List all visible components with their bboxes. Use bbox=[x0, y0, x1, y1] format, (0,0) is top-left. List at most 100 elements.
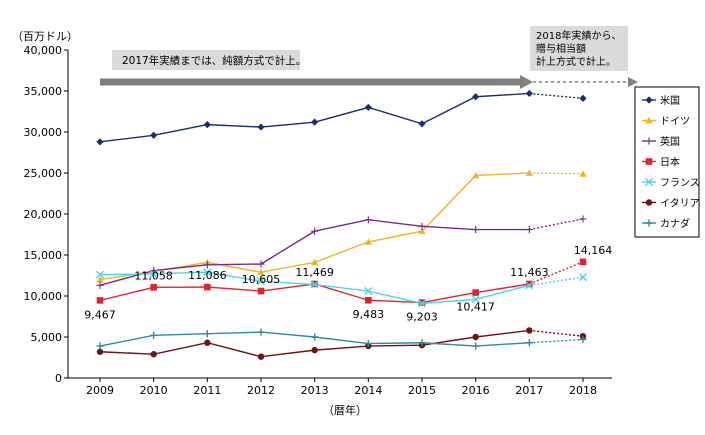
annotation-text-after: 計上方式で計上。 bbox=[536, 55, 616, 68]
y-tick-label: 10,000 bbox=[24, 290, 63, 303]
annotation-text-after: 2018年実績から、 bbox=[536, 29, 621, 42]
data-point bbox=[364, 238, 372, 245]
legend-swatch-marker bbox=[645, 158, 653, 165]
data-point bbox=[417, 299, 427, 308]
legend-item: ドイツ bbox=[642, 117, 690, 128]
data-point bbox=[472, 93, 480, 101]
legend-item: 日本 bbox=[642, 156, 680, 169]
data-point bbox=[203, 268, 212, 277]
data-point bbox=[579, 215, 587, 223]
data-point bbox=[365, 296, 372, 304]
legend-label: 英国 bbox=[660, 135, 680, 148]
data-point bbox=[96, 281, 104, 289]
x-tick-label: 2012 bbox=[247, 384, 275, 397]
data-point bbox=[96, 138, 104, 146]
y-unit-label: （百万ドル） bbox=[12, 30, 78, 43]
data-label-japan: 9,483 bbox=[353, 308, 385, 321]
legend-swatch-marker bbox=[645, 116, 653, 124]
data-point bbox=[150, 284, 157, 291]
data-point bbox=[364, 339, 372, 348]
data-point bbox=[203, 261, 211, 269]
data-point bbox=[526, 327, 533, 334]
data-point bbox=[579, 94, 587, 102]
x-tick-label: 2009 bbox=[86, 384, 114, 397]
data-point bbox=[95, 270, 105, 279]
y-tick-label: 5,000 bbox=[31, 331, 63, 344]
text-layer: 0 5,000 10,000 15,000 20,000 25,000 30,000 35,0… bbox=[12, 30, 612, 417]
data-point bbox=[204, 283, 211, 291]
y-tick-label: 20,000 bbox=[24, 208, 63, 221]
period-arrow-head bbox=[520, 75, 533, 89]
data-point bbox=[96, 342, 104, 350]
series-line bbox=[99, 92, 530, 143]
legend-label: フランス bbox=[660, 177, 700, 189]
series-line-dotted bbox=[529, 338, 584, 344]
legend-label: カナダ bbox=[660, 217, 690, 230]
x-tick-label: 2015 bbox=[408, 384, 436, 397]
series-米国 bbox=[96, 89, 587, 146]
series-line-dotted bbox=[529, 261, 584, 285]
data-point bbox=[418, 222, 426, 230]
data-label-japan: 9,467 bbox=[84, 308, 116, 321]
annotation-box-before bbox=[112, 50, 300, 70]
legend-item: 英国 bbox=[642, 135, 680, 148]
annotation-box-after bbox=[530, 26, 628, 71]
legend-label: 日本 bbox=[660, 156, 680, 169]
y-tick-label: 30,000 bbox=[24, 126, 63, 139]
legend-item: カナダ bbox=[642, 217, 690, 230]
data-point bbox=[203, 330, 211, 338]
data-point bbox=[257, 260, 265, 268]
data-point bbox=[526, 280, 533, 288]
data-point bbox=[578, 273, 588, 282]
x-tick-label: 2010 bbox=[140, 384, 168, 397]
data-point bbox=[418, 227, 426, 235]
data-point bbox=[472, 225, 480, 234]
data-point bbox=[472, 333, 479, 341]
plot-area bbox=[64, 49, 612, 382]
data-point bbox=[418, 339, 426, 347]
data-point bbox=[472, 342, 480, 350]
data-point bbox=[257, 268, 265, 276]
data-point bbox=[364, 103, 372, 111]
data-point bbox=[311, 333, 319, 341]
legend-label: イタリア bbox=[660, 198, 700, 210]
data-point bbox=[96, 348, 104, 355]
series-line-dotted bbox=[529, 218, 584, 231]
data-point bbox=[150, 331, 158, 339]
data-point bbox=[203, 121, 211, 129]
annotation-text-before: 2017年実績までは、純額方式で計上。 bbox=[122, 54, 306, 67]
data-point bbox=[418, 120, 426, 128]
x-tick-label: 2014 bbox=[354, 384, 382, 397]
data-point bbox=[257, 353, 265, 360]
data-label-japan: 11,463 bbox=[510, 266, 549, 279]
data-point bbox=[256, 277, 266, 286]
data-label-japan: 9,203 bbox=[406, 311, 438, 324]
data-point bbox=[311, 227, 319, 235]
series-line-dotted bbox=[529, 172, 584, 175]
data-point bbox=[364, 216, 372, 224]
annotation-layer: 2017年実績までは、純額方式で計上。 2018年実績から、贈与相当額計上方式で計… bbox=[100, 26, 638, 89]
data-point bbox=[311, 258, 319, 266]
data-point bbox=[525, 169, 533, 176]
y-tick-label: 25,000 bbox=[24, 167, 63, 180]
data-point bbox=[149, 269, 158, 278]
data-label-japan: 11,058 bbox=[134, 269, 173, 282]
data-point bbox=[204, 339, 211, 346]
legend-label: 米国 bbox=[660, 94, 680, 107]
data-point bbox=[310, 280, 319, 289]
x-tick-label: 2011 bbox=[193, 384, 221, 397]
series-カナダ bbox=[96, 328, 587, 350]
data-point bbox=[257, 123, 265, 131]
period-arrow-head-dotted bbox=[628, 77, 638, 87]
data-label-japan: 10,417 bbox=[456, 301, 495, 314]
legend-item: イタリア bbox=[642, 198, 700, 210]
y-tick-label: 35,000 bbox=[24, 85, 63, 98]
data-label-japan: 14,164 bbox=[574, 244, 613, 257]
annotation-text-after: 贈与相当額 bbox=[536, 42, 586, 55]
data-point bbox=[96, 297, 104, 304]
legend-swatch-marker bbox=[645, 96, 653, 104]
legend-label: ドイツ bbox=[660, 117, 690, 128]
series-line-dotted bbox=[529, 276, 584, 287]
